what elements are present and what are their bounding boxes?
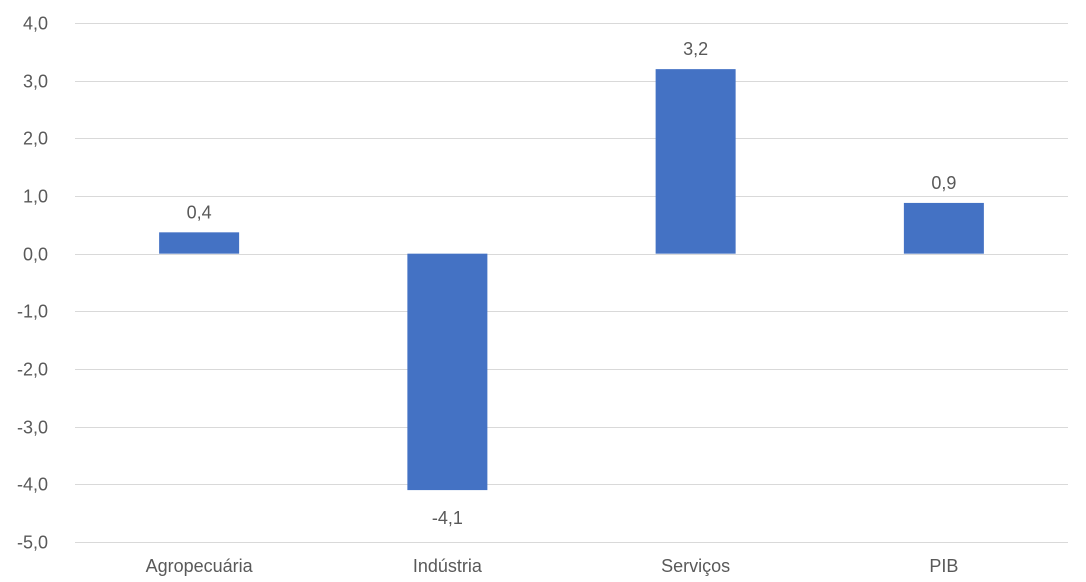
y-tick-label: -4,0 [17, 475, 48, 495]
y-tick-label: 1,0 [23, 187, 48, 207]
data-label: 3,2 [683, 39, 708, 59]
y-tick-label: 0,0 [23, 245, 48, 265]
x-category-label: Indústria [413, 556, 483, 576]
y-tick-label: 3,0 [23, 72, 48, 92]
bar-3 [655, 69, 736, 254]
x-axis-categories: Agropecuária Indústria Serviços PIB [146, 556, 959, 576]
y-tick-label: 2,0 [23, 129, 48, 149]
x-category-label: PIB [929, 556, 958, 576]
data-labels: 0,4 -4,1 3,2 0,9 [187, 39, 957, 528]
y-axis-ticks: 4,0 3,0 2,0 1,0 0,0 -1,0 -2,0 -3,0 -4,0 -5,0 [17, 14, 48, 553]
y-tick-label: -5,0 [17, 533, 48, 553]
y-tick-label: 4,0 [23, 14, 48, 34]
gridlines [75, 23, 1068, 543]
bar-4 [903, 202, 984, 254]
y-tick-label: -1,0 [17, 302, 48, 322]
bar-2 [407, 253, 488, 491]
data-label: 0,4 [187, 202, 212, 222]
x-category-label: Serviços [661, 556, 730, 576]
x-category-label: Agropecuária [146, 556, 254, 576]
bar-1 [159, 232, 240, 254]
y-tick-label: -3,0 [17, 418, 48, 438]
bars [159, 69, 984, 491]
data-label: -4,1 [432, 508, 463, 528]
y-tick-label: -2,0 [17, 360, 48, 380]
data-label: 0,9 [931, 173, 956, 193]
